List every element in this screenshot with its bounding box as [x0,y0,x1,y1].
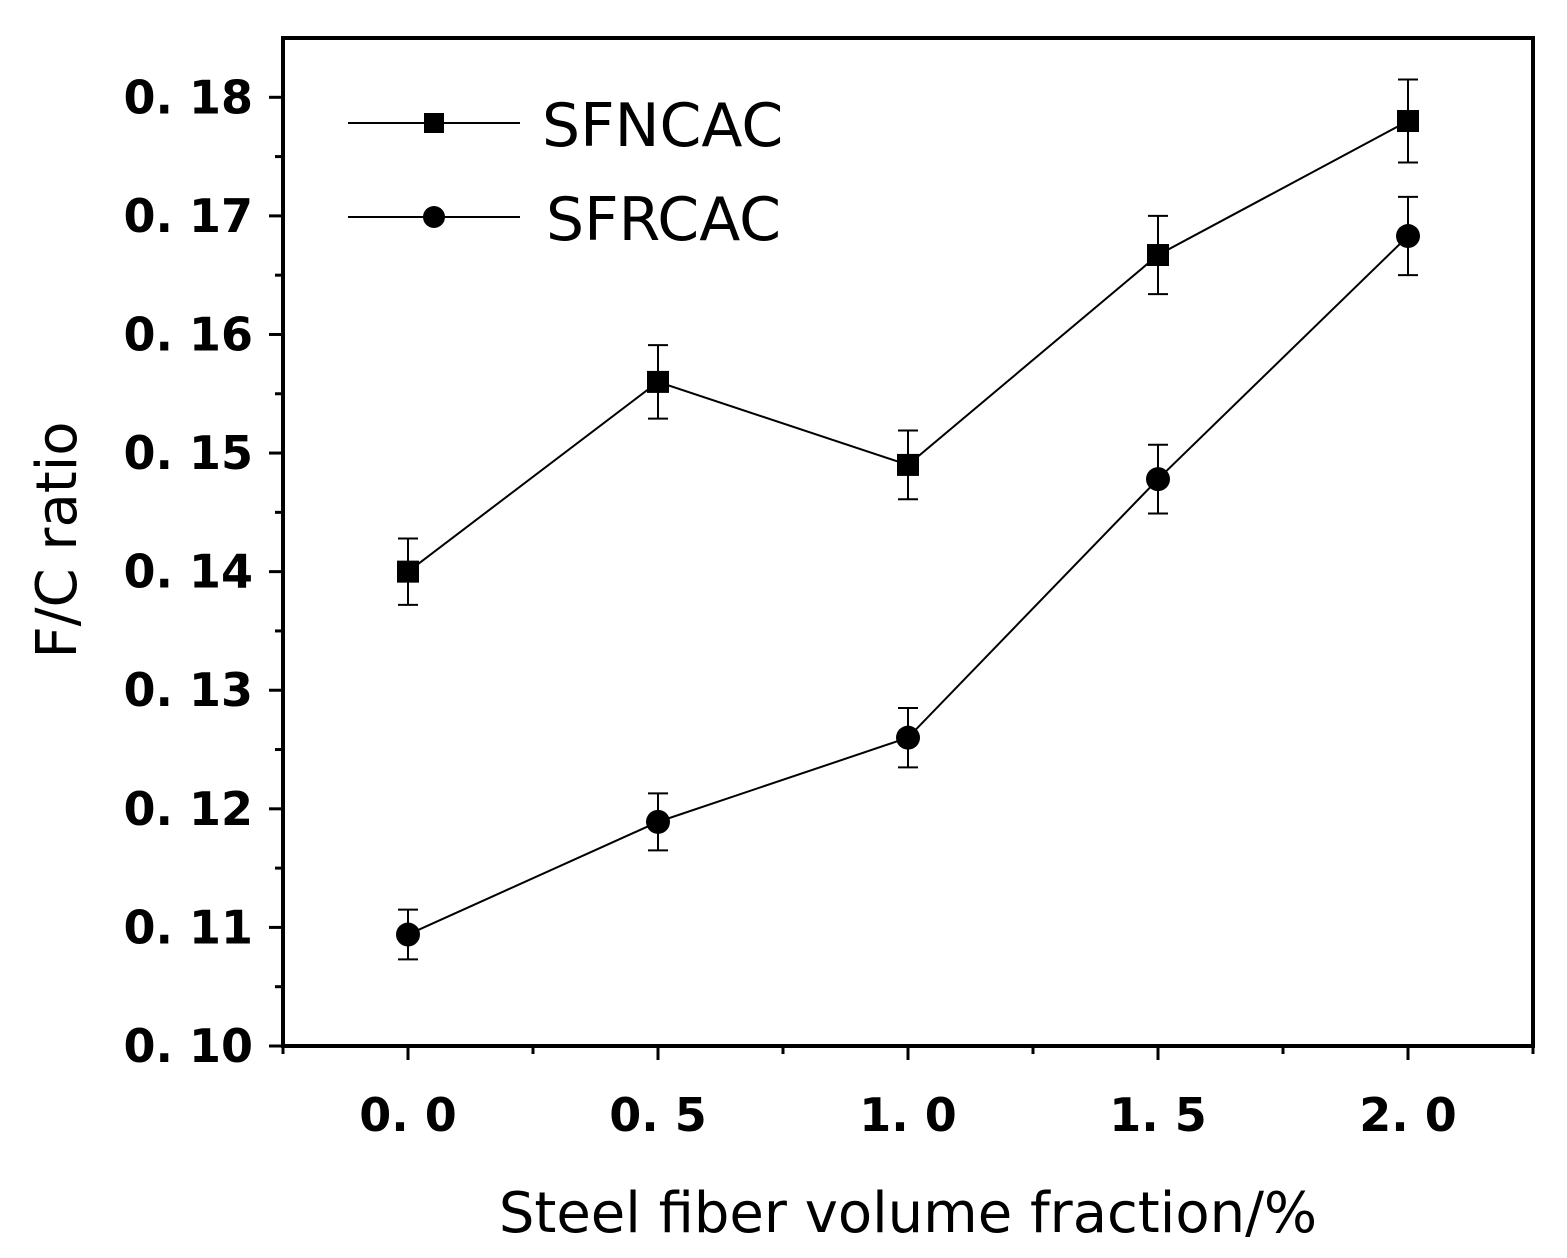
series-line-sfrcac [407,235,1409,936]
y-axis-title: F/C ratio [25,421,90,658]
series-sfrcac [396,195,1420,961]
legend-label-sfncac: SFNCAC [542,91,783,161]
x-axis-ticks: 0. 0 0. 5 1. 0 1. 5 2. 0 [281,1046,1535,1142]
legend: SFNCAC SFRCAC [348,91,783,255]
y-tick-label: 0. 14 [123,545,253,599]
data-point-sfrcac [1146,467,1170,492]
data-point-sfncac [1147,244,1169,267]
x-tick-label: 1. 5 [1109,1088,1207,1142]
y-tick-label: 0. 15 [123,426,253,480]
data-point-sfncac [897,453,919,476]
x-axis-title: Steel fiber volume fraction/% [499,1181,1317,1246]
data-point-sfrcac [646,809,670,834]
x-tick-label: 0. 0 [359,1088,457,1142]
y-tick-label: 0. 10 [123,1019,253,1073]
legend-marker-sfncac [424,113,444,133]
data-point-sfncac [1397,110,1419,133]
y-tick-label: 0. 18 [123,70,253,124]
legend-marker-sfrcac [423,206,445,228]
x-tick-label: 0. 5 [609,1088,707,1142]
x-tick-label: 2. 0 [1359,1088,1457,1142]
y-axis-ticks: 0. 10 0. 11 0. 12 0. 13 0. 14 0. 15 0. 16 0. 17… [123,70,283,1073]
data-point-sfncac [647,370,669,393]
y-tick-label: 0. 13 [123,663,253,717]
series-layer [396,78,1420,961]
data-point-sfncac [397,560,419,583]
data-point-sfrcac [1396,224,1420,249]
plot-frame [281,36,1535,1048]
y-tick-label: 0. 11 [123,900,253,954]
data-point-sfrcac [396,922,420,947]
y-tick-label: 0. 16 [123,307,253,361]
data-point-sfrcac [896,725,920,750]
x-tick-label: 1. 0 [859,1088,957,1142]
y-tick-label: 0. 12 [123,782,253,836]
y-tick-label: 0. 17 [123,189,253,243]
series-sfncac [397,78,1419,606]
legend-label-sfrcac: SFRCAC [546,185,781,255]
